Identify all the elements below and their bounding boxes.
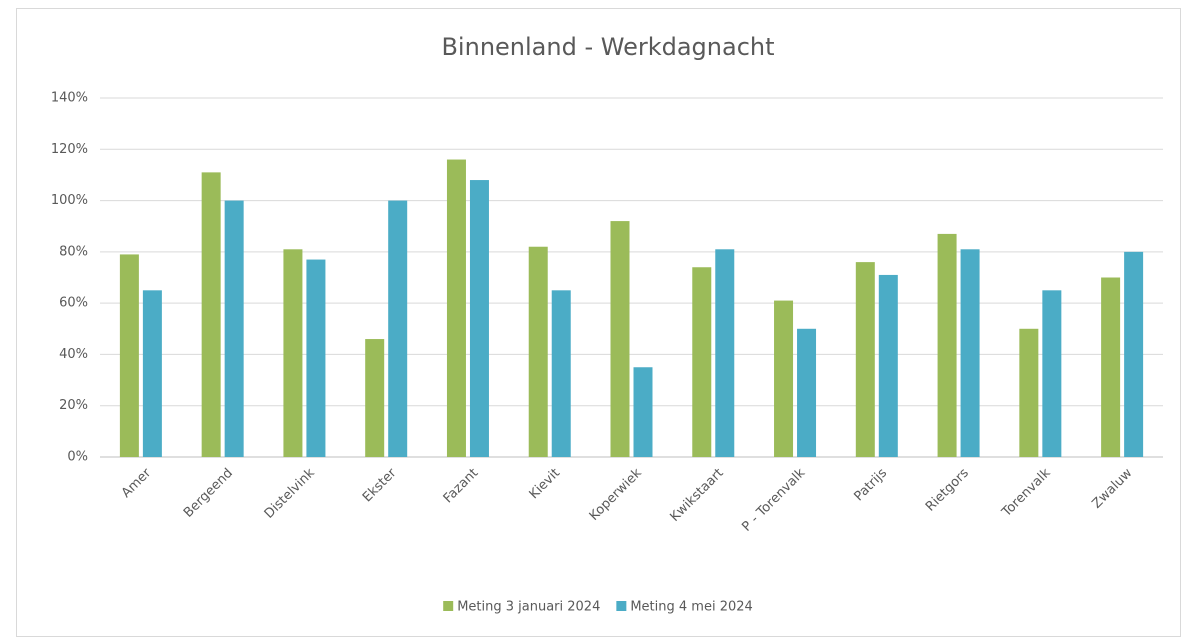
- bar: [119, 254, 139, 457]
- bar: [224, 200, 244, 458]
- legend-label: Meting 4 mei 2024: [630, 600, 752, 615]
- y-tick-label: 20%: [59, 398, 88, 413]
- bar: [142, 290, 162, 457]
- bar: [960, 249, 980, 457]
- bar: [201, 172, 221, 457]
- y-tick-label: 40%: [59, 347, 88, 362]
- bar: [365, 339, 385, 457]
- bar: [306, 259, 326, 457]
- bar: [469, 180, 489, 458]
- chart-border: [16, 8, 1181, 637]
- y-tick-label: 140%: [51, 91, 88, 106]
- bar: [878, 274, 898, 457]
- bar: [446, 159, 466, 458]
- bar: [528, 246, 548, 457]
- y-tick-label: 60%: [59, 296, 88, 311]
- bar: [715, 249, 735, 457]
- bar: [1101, 277, 1121, 457]
- bar: [551, 290, 571, 457]
- bar: [937, 233, 957, 457]
- legend-swatch: [616, 601, 627, 611]
- y-tick-label: 80%: [59, 244, 88, 259]
- bar: [1042, 290, 1062, 457]
- chart-title: Binnenland - Werkdagnacht: [441, 33, 774, 61]
- y-tick-label: 100%: [51, 193, 88, 208]
- bar: [1019, 328, 1039, 457]
- bar: [633, 367, 653, 457]
- bar: [855, 262, 875, 457]
- bar: [283, 249, 303, 457]
- bar: [692, 267, 712, 457]
- bar: [610, 221, 630, 457]
- y-tick-label: 0%: [67, 450, 88, 465]
- y-tick-label: 120%: [51, 142, 88, 157]
- bar: [388, 200, 408, 458]
- bar: [774, 300, 794, 457]
- legend-swatch: [443, 601, 454, 611]
- legend-label: Meting 3 januari 2024: [457, 600, 600, 615]
- bar: [1124, 251, 1144, 457]
- bar: [797, 328, 817, 457]
